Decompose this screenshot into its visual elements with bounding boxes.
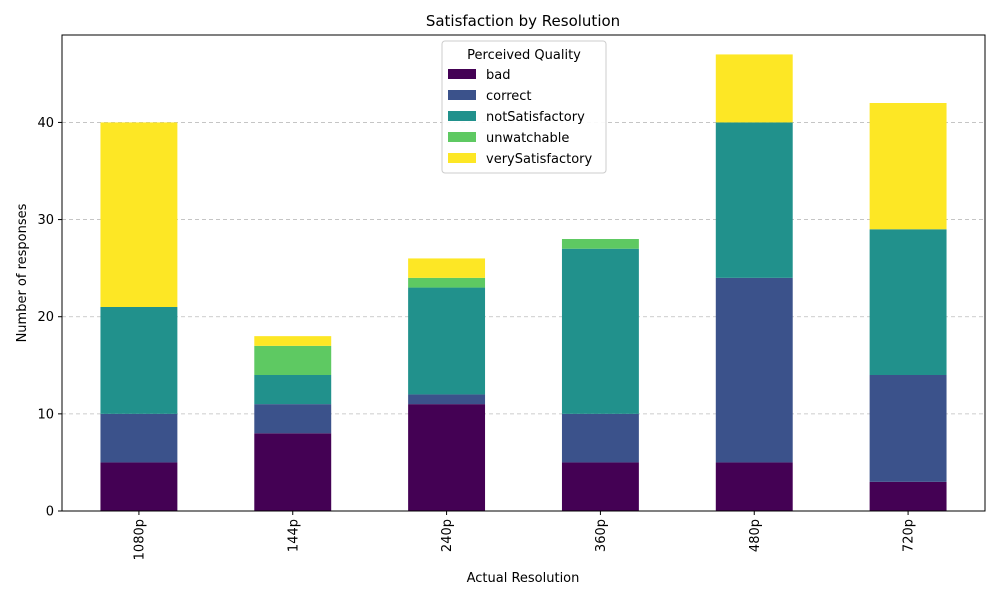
legend-swatch-correct bbox=[448, 90, 476, 100]
bars bbox=[100, 54, 947, 511]
bar-verySatisfactory-1080p bbox=[100, 122, 178, 307]
bar-correct-240p bbox=[408, 394, 486, 405]
legend-label-notSatisfactory: notSatisfactory bbox=[486, 110, 585, 125]
bar-notSatisfactory-480p bbox=[715, 122, 793, 278]
y-tick-label: 40 bbox=[37, 116, 54, 131]
chart-title: Satisfaction by Resolution bbox=[426, 12, 620, 30]
y-axis-label: Number of responses bbox=[15, 203, 30, 342]
legend: Perceived Quality bad correct notSatisfacto… bbox=[441, 40, 607, 174]
bar-bad-360p bbox=[561, 462, 639, 511]
x-tick-label: 144p bbox=[286, 519, 301, 552]
bar-notSatisfactory-144p bbox=[254, 375, 332, 405]
bar-correct-360p bbox=[561, 413, 639, 463]
bar-verySatisfactory-720p bbox=[869, 103, 947, 230]
legend-label-verySatisfactory: verySatisfactory bbox=[486, 152, 593, 167]
bar-verySatisfactory-480p bbox=[715, 54, 793, 123]
legend-box bbox=[441, 40, 607, 174]
y-tick-label: 20 bbox=[37, 310, 54, 325]
bar-notSatisfactory-720p bbox=[869, 229, 947, 375]
x-axis-label: Actual Resolution bbox=[467, 571, 580, 586]
bar-correct-1080p bbox=[100, 413, 178, 463]
y-tick-label: 0 bbox=[46, 505, 54, 520]
bar-bad-720p bbox=[869, 481, 947, 511]
bar-bad-240p bbox=[408, 404, 486, 511]
bar-notSatisfactory-360p bbox=[561, 248, 639, 414]
legend-title: Perceived Quality bbox=[467, 48, 581, 63]
y-tick-label: 10 bbox=[37, 407, 54, 422]
x-axis: 1080p 144p 240p 360p 480p 720p bbox=[132, 511, 917, 560]
x-tick-label: 240p bbox=[440, 519, 455, 552]
y-axis: 0 10 20 30 40 bbox=[37, 116, 62, 520]
bar-verySatisfactory-240p bbox=[408, 258, 486, 278]
bar-notSatisfactory-1080p bbox=[100, 307, 178, 414]
bar-correct-720p bbox=[869, 375, 947, 482]
legend-swatch-bad bbox=[448, 69, 476, 79]
legend-label-bad: bad bbox=[486, 68, 510, 83]
bar-notSatisfactory-240p bbox=[408, 287, 486, 395]
bar-unwatchable-240p bbox=[408, 277, 486, 288]
bar-bad-1080p bbox=[100, 462, 178, 511]
legend-swatch-verySatisfactory bbox=[448, 153, 476, 163]
legend-label-correct: correct bbox=[486, 89, 532, 104]
bar-bad-480p bbox=[715, 462, 793, 511]
bar-correct-144p bbox=[254, 404, 332, 434]
bar-bad-144p bbox=[254, 433, 332, 511]
x-tick-label: 720p bbox=[902, 519, 917, 552]
x-tick-label: 360p bbox=[594, 519, 609, 552]
bar-correct-480p bbox=[715, 277, 793, 463]
bar-verySatisfactory-144p bbox=[254, 336, 332, 346]
legend-swatch-unwatchable bbox=[448, 132, 476, 142]
legend-swatch-notSatisfactory bbox=[448, 111, 476, 121]
bar-unwatchable-144p bbox=[254, 345, 332, 375]
legend-label-unwatchable: unwatchable bbox=[486, 131, 569, 146]
bar-unwatchable-360p bbox=[561, 239, 639, 249]
y-tick-label: 30 bbox=[37, 213, 54, 228]
x-tick-label: 480p bbox=[748, 519, 763, 552]
x-tick-label: 1080p bbox=[132, 519, 147, 560]
plot-area-frame bbox=[61, 34, 986, 512]
